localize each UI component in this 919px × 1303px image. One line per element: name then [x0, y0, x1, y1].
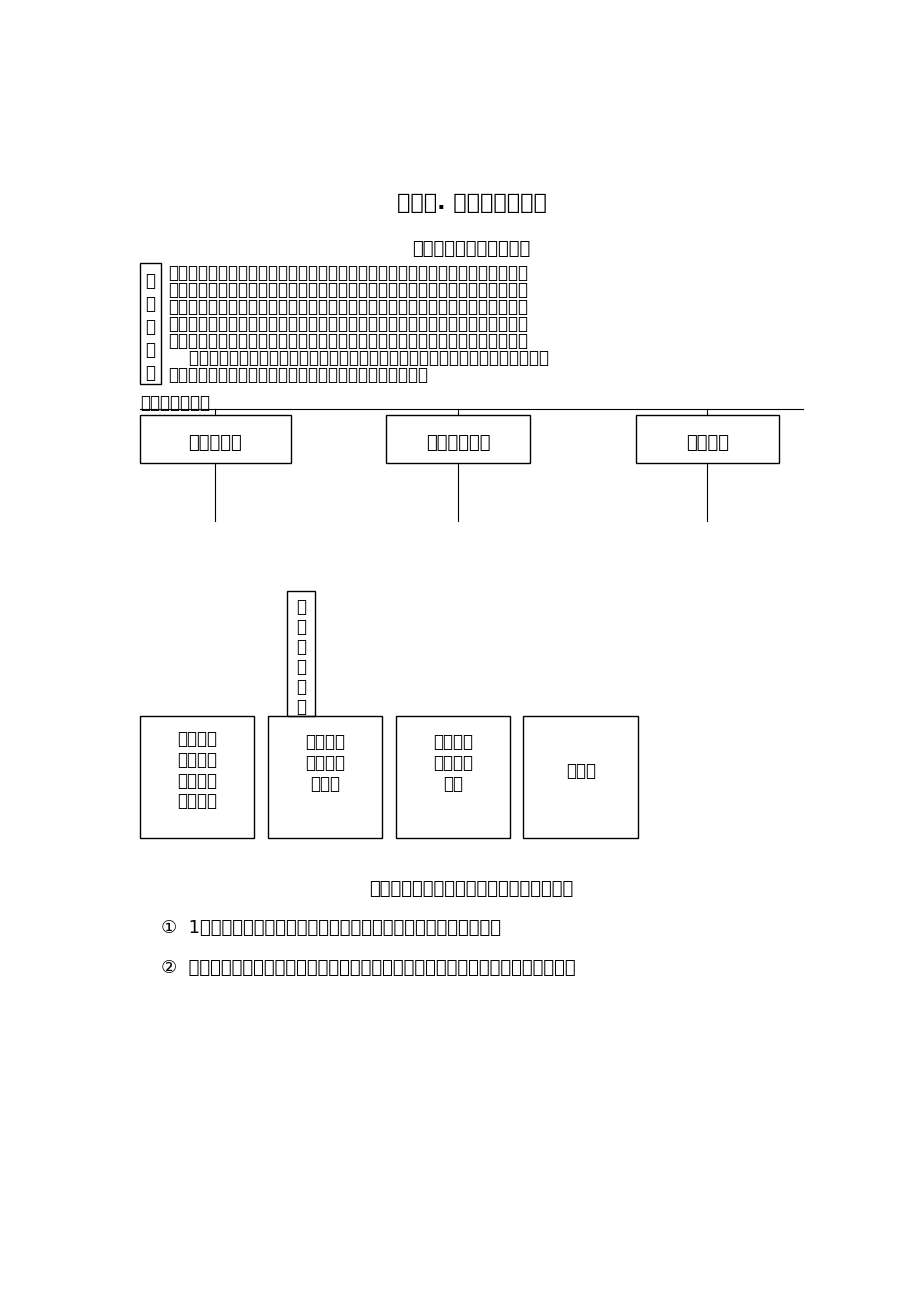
- Bar: [635, 416, 778, 463]
- Text: 目的专项项目经理部。在以项目经理部经理为核心的管理下，配置精炼而经验丰实: 目的专项项目经理部。在以项目经理部经理为核心的管理下，配置精炼而经验丰实: [167, 315, 528, 334]
- Text: 第二章. 施工组织及准备: 第二章. 施工组织及准备: [396, 193, 546, 214]
- Text: ②  工程施工现场应确保施工道路畅通，可向甲方申请场地搭设为工具房、仓库、办公: ② 工程施工现场应确保施工道路畅通，可向甲方申请场地搭设为工具房、仓库、办公: [162, 959, 575, 977]
- Text: 来积累的高档次学校、商场、商住楼、办公楼等机电消防安装经验，决定成立该项: 来积累的高档次学校、商场、商住楼、办公楼等机电消防安装经验，决定成立该项: [167, 298, 528, 317]
- Text: 施: 施: [296, 658, 306, 676]
- Bar: [267, 717, 382, 838]
- Text: 、施工作风严谨的现场分项经理、质安员、仓管员、资料员和各工种的施工人员。: 、施工作风严谨的现场分项经理、质安员、仓管员、资料员和各工种的施工人员。: [167, 332, 528, 351]
- Text: 工: 工: [296, 678, 306, 696]
- Text: 资料员: 资料员: [565, 762, 596, 780]
- Bar: [523, 717, 638, 838]
- Text: 项目经理部经理: 项目经理部经理: [140, 394, 210, 412]
- Text: 消防系统施工员第二节施工用临时设施准备: 消防系统施工员第二节施工用临时设施准备: [369, 880, 573, 898]
- Bar: [140, 263, 162, 384]
- Bar: [140, 717, 255, 838]
- Text: 现场项目经理: 现场项目经理: [425, 434, 490, 452]
- Text: 员: 员: [145, 365, 155, 382]
- Bar: [395, 717, 510, 838]
- Text: 消防安装
工程分项
经理: 消防安装 工程分项 经理: [433, 734, 472, 792]
- Text: 排: 排: [296, 618, 306, 636]
- Text: 电气安装
工程分项
经理（包
括弱电）: 电气安装 工程分项 经理（包 括弱电）: [177, 730, 217, 810]
- Text: 技术总负责: 技术总负责: [188, 434, 242, 452]
- Text: 第一节施工组织管理架构: 第一节施工组织管理架构: [412, 240, 530, 258]
- Text: ①  1．现场平面布置搭建临时设施要以文明施工、安全生产为主题。: ① 1．现场平面布置搭建临时设施要以文明施工、安全生产为主题。: [162, 919, 501, 937]
- Text: 气: 气: [145, 294, 155, 313]
- Bar: [140, 416, 290, 463]
- Text: 本项工程项目较多，要求也较高，必须严格按规范、按图纸要求额定时间有计划有: 本项工程项目较多，要求也较高，必须严格按规范、按图纸要求额定时间有计划有: [167, 265, 528, 283]
- Text: 质安专员: 质安专员: [686, 434, 728, 452]
- Text: 施: 施: [145, 318, 155, 336]
- Text: 工: 工: [145, 341, 155, 360]
- Text: 水: 水: [296, 637, 306, 655]
- Text: 给排水安
装工程分
项经理: 给排水安 装工程分 项经理: [305, 734, 345, 792]
- Bar: [287, 592, 314, 717]
- Text: 责任，确保全项工程的质量工期项目经理部组织架构如下：: 责任，确保全项工程的质量工期项目经理部组织架构如下：: [167, 366, 427, 384]
- Text: 电: 电: [145, 272, 155, 289]
- Text: 组织方案进行，才能确保工程如期完工。我司根据工程的具体情况，参照我司多年: 组织方案进行，才能确保工程如期完工。我司根据工程的具体情况，参照我司多年: [167, 281, 528, 300]
- Text: 给: 给: [296, 598, 306, 615]
- Text: 项目经理部经理对整项工程及有关人员实行统筹指挥、专项管理、监督落实的全盘: 项目经理部经理对整项工程及有关人员实行统筹指挥、专项管理、监督落实的全盘: [167, 349, 548, 367]
- Text: 员: 员: [296, 697, 306, 715]
- Bar: [386, 416, 529, 463]
